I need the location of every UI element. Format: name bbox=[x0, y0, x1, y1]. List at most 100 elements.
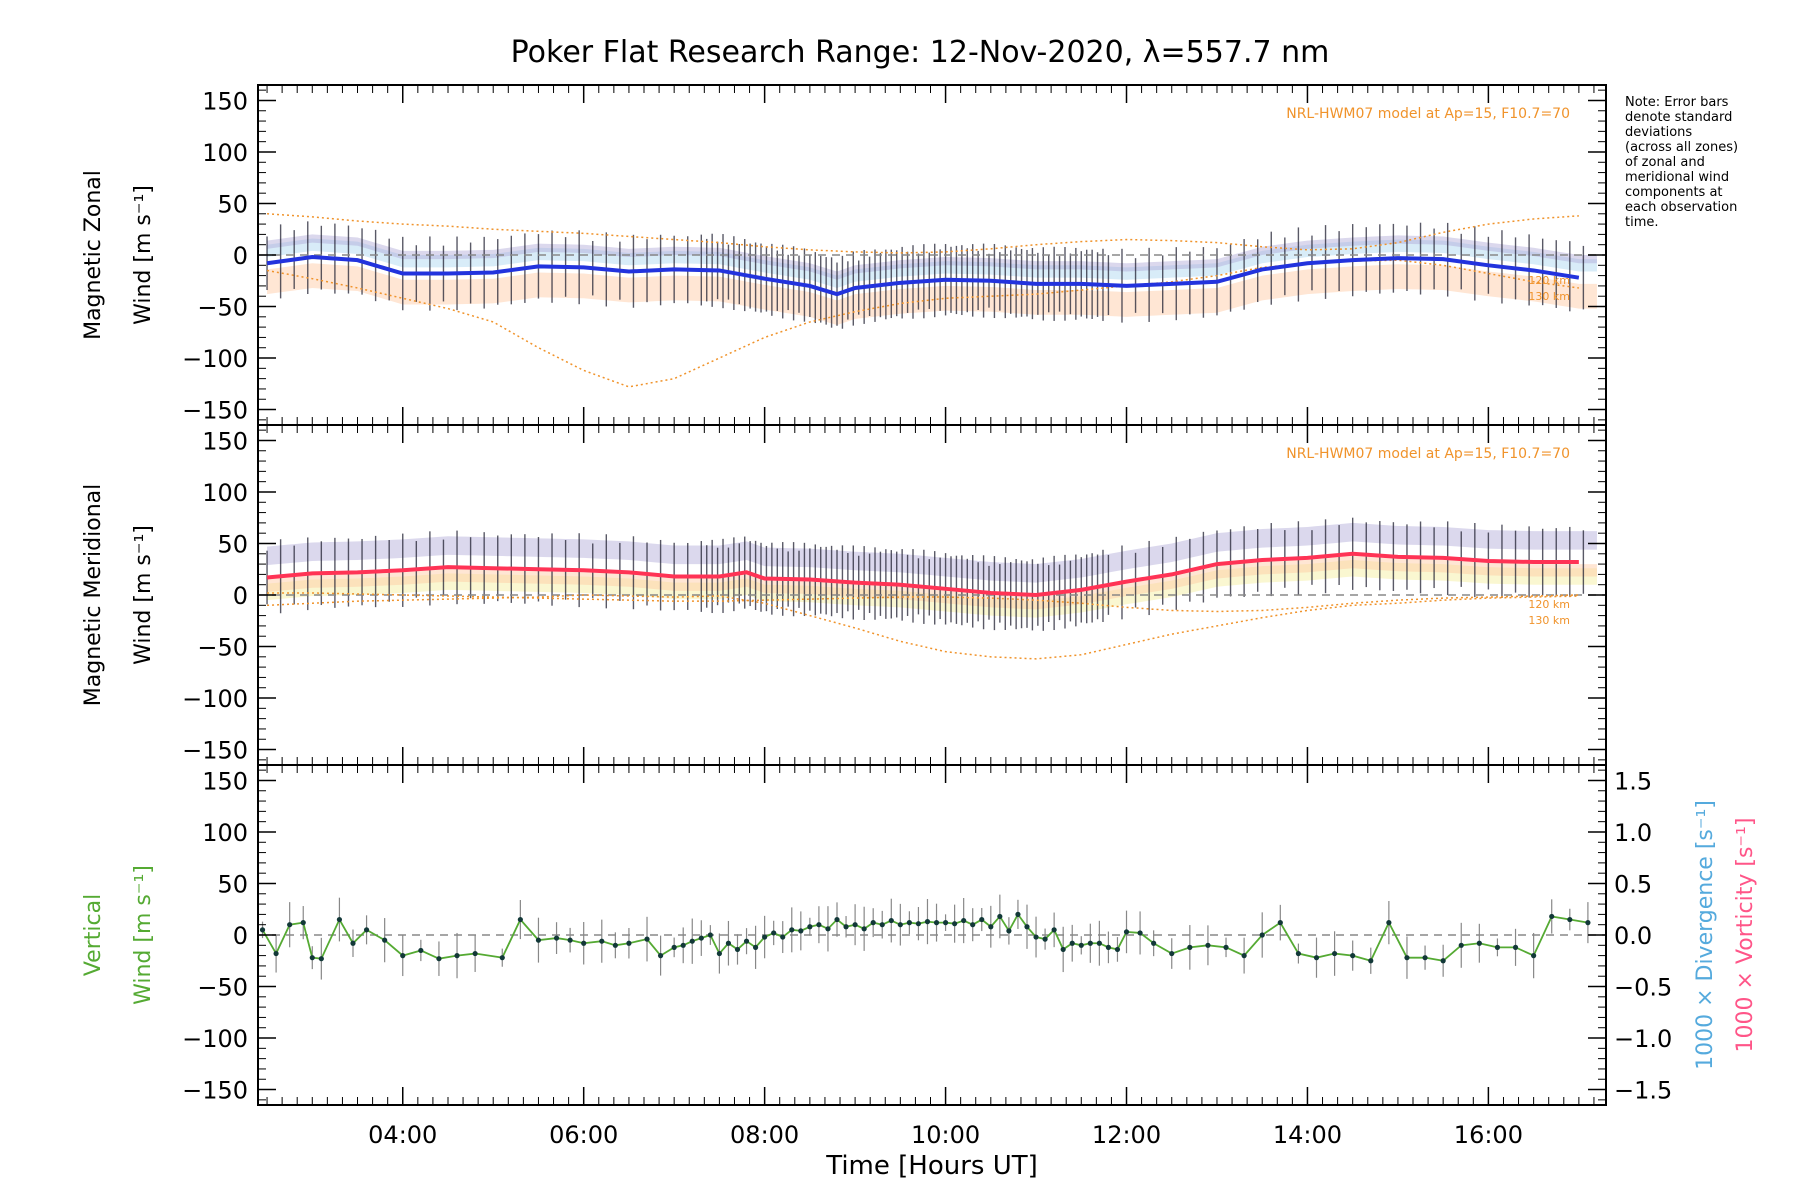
vertical-wind-point bbox=[259, 927, 266, 933]
note-line: Note: Error bars bbox=[1625, 95, 1729, 110]
vertical-wind-point bbox=[1368, 958, 1374, 964]
right-y-tick-label: −1.0 bbox=[1614, 1025, 1672, 1053]
vertical-wind-point bbox=[780, 934, 786, 940]
x-tick-label: 16:00 bbox=[1454, 1121, 1523, 1149]
vertical-wind-point bbox=[1015, 911, 1021, 917]
note-line: meridional wind bbox=[1625, 170, 1729, 185]
meridional-y-label-line1: Magnetic Meridional bbox=[81, 484, 106, 706]
vertical-wind-point bbox=[979, 916, 985, 923]
zonal-mean-wind-line bbox=[266, 255, 1580, 297]
vertical-wind-point bbox=[1404, 955, 1410, 961]
vertical-wind-point bbox=[988, 924, 994, 930]
vertical-wind-point bbox=[798, 928, 804, 934]
y-tick-label: 150 bbox=[202, 87, 248, 115]
right-y-tick-label: 1.5 bbox=[1614, 767, 1652, 795]
vertical-wind-point bbox=[309, 955, 315, 961]
vertical-wind-point bbox=[752, 944, 759, 950]
note-line: deviations bbox=[1625, 125, 1692, 140]
vertical-wind-point bbox=[472, 950, 478, 957]
y-tick-label: 0 bbox=[233, 922, 248, 950]
vertical-wind-point bbox=[1078, 942, 1084, 948]
vertical-wind-point bbox=[698, 935, 704, 941]
meridional-y-axis: 150 100 50 0 −50 −100 −150 bbox=[182, 427, 1606, 765]
meridional-wind-panel: 150 100 50 0 −50 −100 −150 NRL-HWM07 model at … bbox=[81, 424, 1607, 766]
x-tick-label: 06:00 bbox=[549, 1121, 618, 1149]
vertical-y-label-line1: Vertical bbox=[81, 894, 106, 976]
vertical-wind-point bbox=[1512, 944, 1519, 950]
vertical-wind-point bbox=[1087, 940, 1093, 946]
vertical-wind-points bbox=[259, 911, 1591, 964]
vertical-wind-point bbox=[716, 950, 722, 957]
y-tick-label: −150 bbox=[182, 737, 248, 765]
vertical-wind-point bbox=[942, 920, 949, 926]
vertical-wind-point bbox=[657, 953, 664, 959]
meridional-alt-label-120: 120 km bbox=[1528, 598, 1570, 611]
y-tick-label: −100 bbox=[182, 685, 248, 713]
vertical-wind-point bbox=[915, 921, 922, 927]
vertical-wind-point bbox=[834, 916, 840, 923]
y-tick-label: 0 bbox=[233, 242, 248, 270]
zone-spread-band bbox=[267, 238, 1597, 288]
zonal-y-label-line2: Wind [m s⁻¹] bbox=[131, 185, 156, 325]
vertical-wind-point bbox=[287, 922, 293, 928]
vertical-wind-point bbox=[1105, 944, 1112, 950]
zonal-wind-panel: 150 100 50 0 −50 −100 −150 NRL-HWM07 model at … bbox=[81, 84, 1607, 426]
meridional-model-130km-curve bbox=[267, 592, 1579, 613]
vertical-wind-point bbox=[581, 940, 587, 946]
vertical-y-axis: 150 100 50 0 −50 −100 −150 bbox=[182, 767, 1606, 1105]
zonal-zone-bands bbox=[267, 234, 1597, 326]
zonal-x-ticks bbox=[266, 85, 1595, 425]
vertical-wind-point bbox=[1042, 936, 1048, 942]
vertical-wind-point bbox=[906, 920, 912, 926]
vertical-wind-point bbox=[454, 953, 460, 959]
vertical-wind-point bbox=[743, 938, 750, 944]
x-tick-label: 10:00 bbox=[911, 1121, 980, 1149]
x-tick-label: 14:00 bbox=[1273, 1121, 1342, 1149]
vertical-wind-point bbox=[517, 916, 523, 923]
note-line: denote standard bbox=[1625, 110, 1732, 125]
y-tick-label: 50 bbox=[217, 870, 248, 898]
vertical-wind-point bbox=[861, 926, 867, 932]
vertical-wind-point bbox=[1006, 928, 1012, 934]
vertical-wind-point bbox=[1096, 940, 1102, 946]
vertical-wind-point bbox=[1051, 927, 1057, 933]
right-y-tick-label: 1.0 bbox=[1614, 819, 1652, 847]
vertical-wind-point bbox=[273, 950, 279, 957]
vertical-wind-point bbox=[879, 922, 885, 928]
vertical-wind-point bbox=[888, 917, 894, 924]
vertical-wind-point bbox=[535, 937, 542, 943]
vertical-wind-point bbox=[952, 921, 958, 927]
vertical-wind-point bbox=[1331, 950, 1338, 957]
zonal-model-label: NRL-HWM07 model at Ap=15, F10.7=70 bbox=[1286, 106, 1570, 122]
vertical-wind-point bbox=[336, 916, 343, 923]
vertical-x-axis: 04:00 06:00 08:00 10:00 12:00 14:00 16:00 bbox=[266, 765, 1595, 1149]
vertical-wind-point bbox=[1585, 920, 1591, 926]
x-tick-label: 08:00 bbox=[730, 1121, 799, 1149]
vertical-wind-point bbox=[644, 936, 650, 942]
vertical-wind-point bbox=[599, 938, 605, 944]
vertical-wind-point bbox=[1187, 944, 1193, 950]
vertical-wind-panel: 150 100 50 0 −50 −100 −150 1.5 1.0 0.5 0.0 −0.5 −1.… bbox=[81, 764, 1758, 1181]
vertical-wind-point bbox=[626, 940, 632, 946]
y-tick-label: 50 bbox=[217, 190, 248, 218]
y-tick-label: 50 bbox=[217, 530, 248, 558]
zonal-alt-label-130: 130 km bbox=[1528, 290, 1570, 303]
y-tick-label: −100 bbox=[182, 345, 248, 373]
y-tick-label: −150 bbox=[182, 397, 248, 425]
vertical-wind-point bbox=[612, 942, 618, 948]
vertical-wind-point bbox=[707, 932, 713, 938]
y-tick-label: 100 bbox=[202, 479, 248, 507]
vertical-wind-point bbox=[1060, 946, 1066, 953]
vertical-wind-point bbox=[1567, 916, 1573, 923]
vertical-wind-point bbox=[852, 922, 858, 928]
right-y-tick-label: −1.5 bbox=[1614, 1077, 1672, 1105]
y-tick-label: −50 bbox=[197, 974, 248, 1002]
vertical-error-bars bbox=[261, 894, 1589, 980]
vertical-wind-point bbox=[843, 924, 849, 930]
vertical-wind-point bbox=[961, 917, 967, 924]
vertical-wind-point bbox=[300, 920, 306, 926]
vertical-wind-point bbox=[567, 937, 573, 943]
note-line: time. bbox=[1625, 215, 1659, 230]
vertical-y-label-line2: Wind [m s⁻¹] bbox=[131, 865, 156, 1005]
